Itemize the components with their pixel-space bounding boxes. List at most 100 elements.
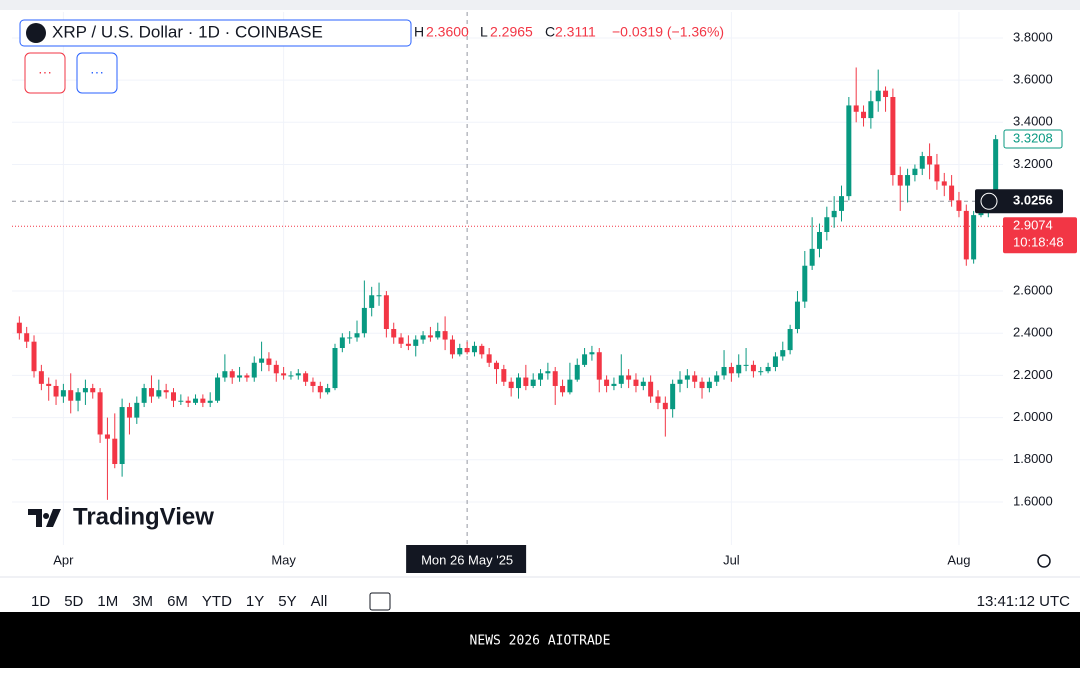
candle-body [596,352,602,380]
candle-body [875,90,881,102]
candle-body [530,379,536,386]
candle-body [574,364,580,380]
candle-body [919,156,925,169]
candle-body [427,335,433,338]
range-button[interactable]: 1M [97,593,118,610]
candle-body [60,390,66,397]
candle-body [266,358,272,365]
candle-body [560,385,566,393]
candle-body [626,375,632,380]
candle-body [24,333,30,342]
range-button[interactable]: 1D [31,593,50,610]
candle-body [765,366,771,372]
candle-body [750,364,756,372]
candle-body [890,97,896,176]
candle-body [684,375,690,380]
candle-body [457,347,463,355]
candle-body [148,388,154,397]
logo-icon [28,509,61,527]
candle-body [229,371,235,378]
candle-body [780,350,786,357]
crosshair-date-box [406,545,527,573]
range-button[interactable]: 6M [167,593,188,610]
candle-body [391,329,397,338]
candle-body [16,322,22,334]
candle-body [53,385,59,397]
candle-body [618,375,624,384]
candle-body [692,375,698,382]
candle-body [479,345,485,355]
candle-body [75,392,81,401]
candle-body [156,390,162,397]
calendar-icon[interactable] [369,592,391,611]
candle-body [816,231,822,249]
candle-body [200,398,206,403]
candle-body [449,339,455,355]
x-tick-label: May [271,552,296,567]
candle-body [303,373,309,382]
candle-body [516,377,522,389]
candle-body [552,371,558,386]
candle-body [567,379,573,393]
y-tick-label: 3.4000 [1013,114,1053,129]
candle-body [839,196,845,211]
y-tick-label: 1.8000 [1013,451,1053,466]
indicator-button[interactable] [76,52,118,94]
candle-body [97,392,103,435]
price-line-box [1003,217,1077,254]
ohlc-h-label: H [414,24,424,40]
candle-body [435,331,441,338]
candle-body [523,377,529,386]
candle-body [611,383,617,386]
candle-body [802,265,808,302]
range-button[interactable]: YTD [202,593,232,610]
candle-body [259,358,265,363]
ohlc-l-label: L [480,24,488,40]
candle-body [582,354,588,365]
candle-body [104,434,110,439]
crosshair-date-label: Mon 26 May '25 [421,552,513,567]
settings-icon[interactable] [1037,554,1051,568]
candle-body [670,383,676,410]
candle-body [677,379,683,384]
footer-text: NEWS 2026 AIOTRADE [470,634,611,649]
candle-body [251,362,257,378]
candle-body [736,364,742,374]
indicator-button[interactable] [24,52,66,94]
range-button[interactable]: 1Y [246,593,264,610]
candle-body [501,369,507,382]
candle-body [545,371,551,374]
candle-body [237,375,243,378]
range-button[interactable]: 5Y [278,593,296,610]
countdown: 10:18:48 [1013,235,1064,250]
ohlc-l: 2.2965 [490,24,533,40]
candle-body [963,210,969,260]
candle-body [68,390,74,401]
candle-body [772,356,778,367]
range-button[interactable]: 5D [64,593,83,610]
candle-body [207,400,213,403]
candle-body [178,400,184,402]
candle-body [361,307,367,334]
crosshair-plus [980,192,998,210]
candle-body [281,373,287,376]
candle-body [949,185,955,201]
candle-body [706,381,712,389]
y-tick-label: 3.2000 [1013,156,1053,171]
candle-body [655,396,661,403]
candle-body [809,248,815,266]
indicator-button-label[interactable]: ··· [38,64,52,80]
symbol-icon [26,23,46,43]
candle-body [993,139,999,201]
candle-body [464,347,470,353]
range-button[interactable]: All [311,593,328,610]
range-button[interactable]: 3M [132,593,153,610]
indicator-button-label[interactable]: ··· [90,64,104,80]
candle-body [82,388,88,393]
candle-body [317,385,323,393]
candle-body [193,398,199,403]
candle-body [369,295,375,308]
candle-body [604,379,610,386]
candle-body [38,371,44,384]
